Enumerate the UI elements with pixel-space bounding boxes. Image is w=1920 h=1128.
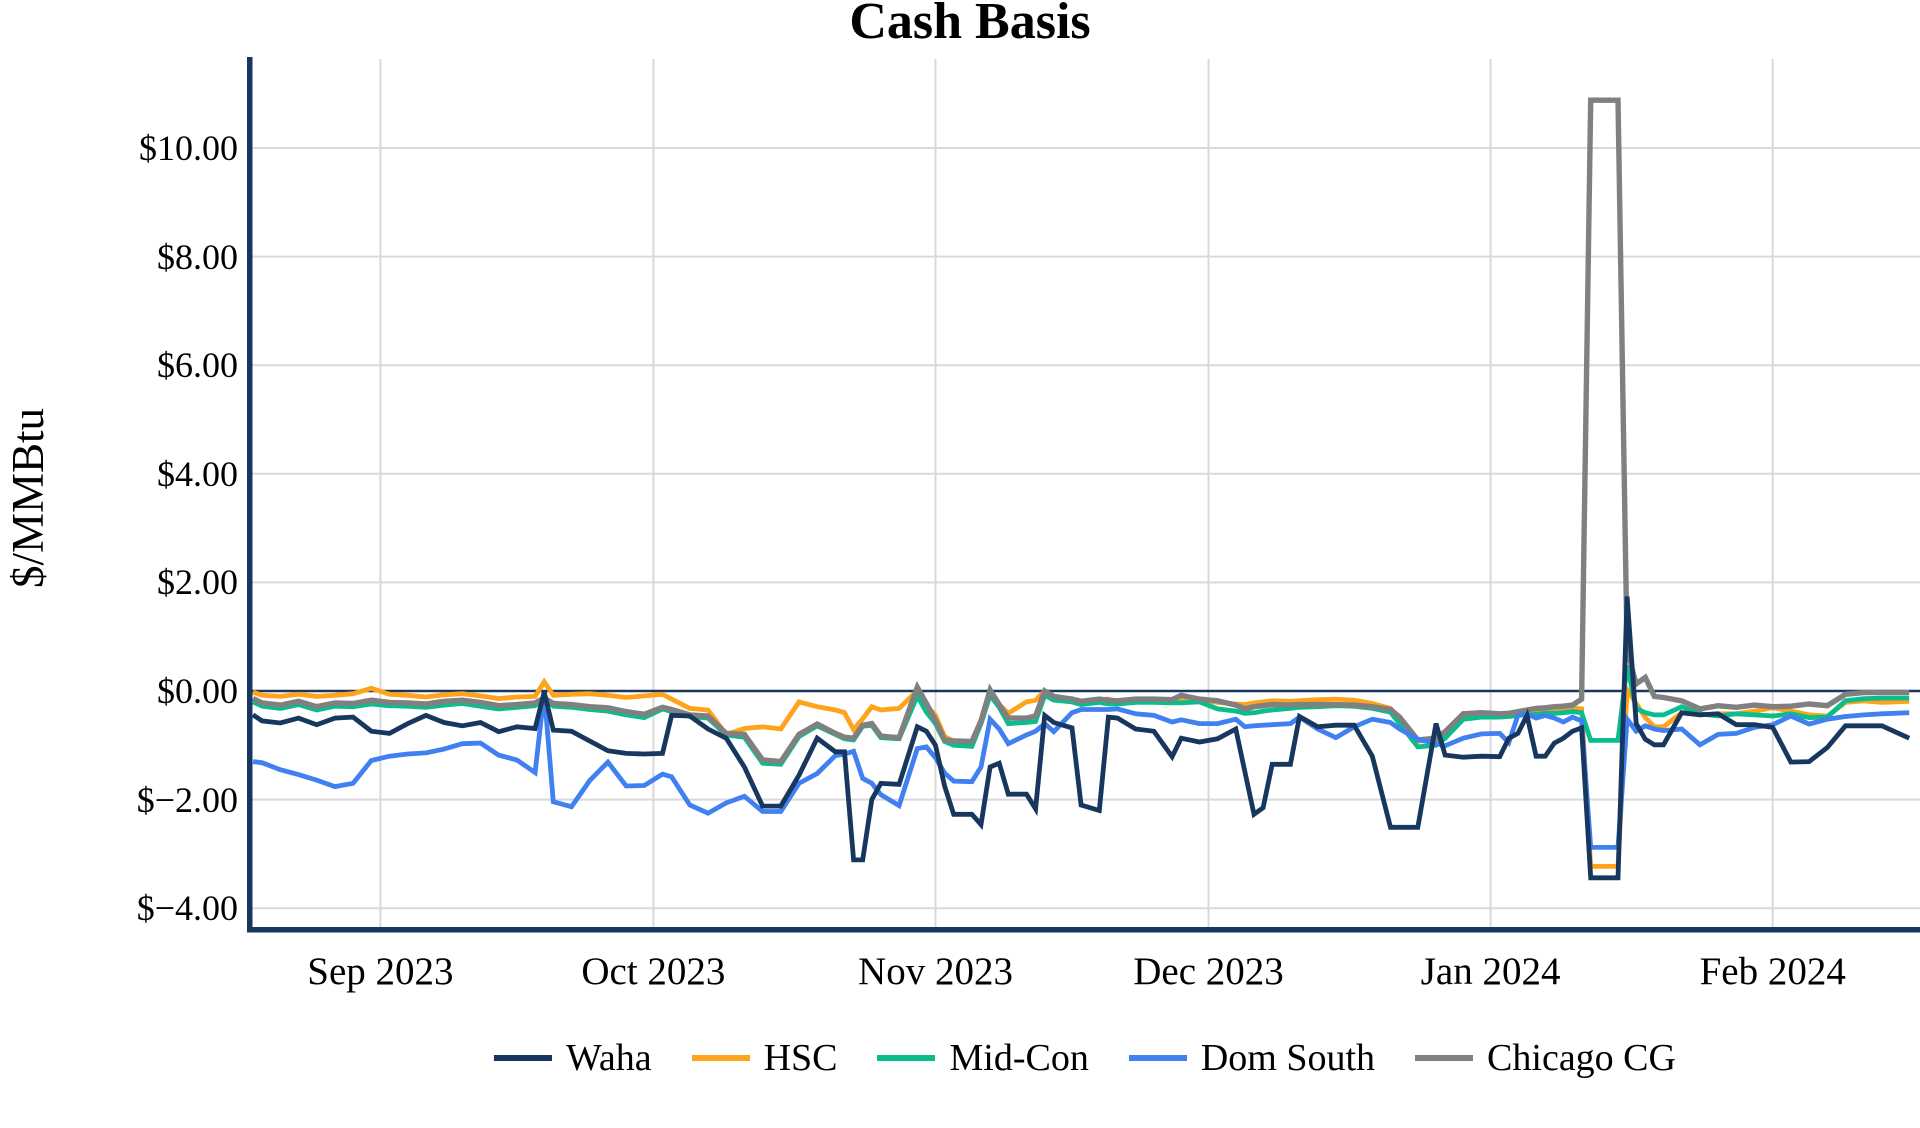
legend: Waha HSC Mid-Con Dom South Chicago CG bbox=[250, 1036, 1920, 1080]
y-tick-label: $−4.00 bbox=[136, 888, 238, 929]
legend-swatch-waha-line-icon bbox=[494, 1055, 552, 1061]
series-line-waha bbox=[251, 596, 1911, 881]
legend-label-dom-south: Dom South bbox=[1200, 1037, 1376, 1079]
series-line-dom-south bbox=[252, 691, 1910, 850]
x-tick-label: Sep 2023 bbox=[307, 950, 454, 993]
y-axis-line bbox=[247, 57, 253, 932]
y-tick-label: $6.00 bbox=[157, 345, 238, 386]
x-tick-label: Nov 2023 bbox=[858, 950, 1013, 993]
y-tick-label: $−2.00 bbox=[136, 779, 238, 820]
x-tick-label: Dec 2023 bbox=[1133, 950, 1284, 993]
y-tick-label: $8.00 bbox=[157, 236, 238, 277]
legend-swatch-chicago-cg-line-icon bbox=[1415, 1055, 1474, 1061]
series-line-chicago-cg bbox=[251, 97, 1910, 765]
chart-title: Cash Basis bbox=[849, 0, 1091, 50]
y-tick-label: $2.00 bbox=[157, 562, 238, 603]
legend-swatch-dom-south-line-icon bbox=[1128, 1055, 1187, 1061]
legend-item-dom-south: Dom South bbox=[1128, 1036, 1376, 1080]
legend-item-chicago-cg: Chicago CG bbox=[1415, 1036, 1676, 1080]
legend-swatch-mid-con-line-icon bbox=[877, 1055, 936, 1061]
y-tick-label: $10.00 bbox=[139, 128, 238, 168]
x-tick-label: Feb 2024 bbox=[1699, 950, 1846, 993]
legend-item-hsc: HSC bbox=[691, 1036, 838, 1080]
legend-label-hsc: HSC bbox=[763, 1037, 838, 1079]
series-line-mid-con bbox=[251, 665, 1910, 767]
legend-label-chicago-cg: Chicago CG bbox=[1487, 1037, 1676, 1079]
y-tick-label: $4.00 bbox=[157, 453, 238, 494]
y-tick-label: $0.00 bbox=[157, 671, 238, 711]
legend-swatch-hsc-line-icon bbox=[691, 1055, 750, 1061]
x-tick-label: Jan 2024 bbox=[1420, 950, 1561, 993]
x-tick-label: Oct 2023 bbox=[581, 950, 726, 993]
x-axis-line bbox=[247, 927, 1920, 933]
legend-label-mid-con: Mid-Con bbox=[949, 1037, 1089, 1079]
legend-item-mid-con: Mid-Con bbox=[877, 1036, 1089, 1080]
legend-item-waha: Waha bbox=[494, 1036, 652, 1080]
legend-label-waha: Waha bbox=[566, 1037, 652, 1079]
